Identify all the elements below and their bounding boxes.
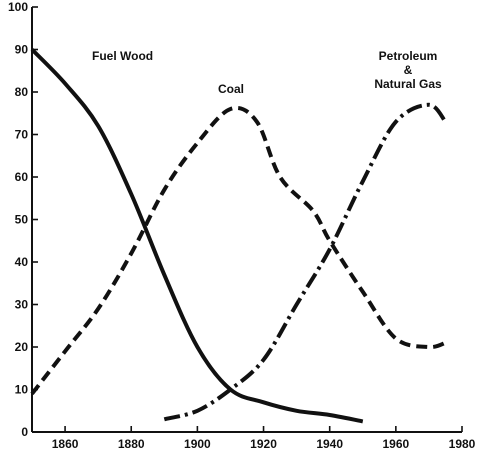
y-tick-label: 60 <box>15 170 29 184</box>
y-tick-label: 30 <box>15 298 29 312</box>
chart-series-lines <box>30 48 448 424</box>
x-tick-label: 1860 <box>52 437 79 451</box>
y-tick-label: 10 <box>15 383 29 397</box>
y-tick-label: 40 <box>15 255 29 269</box>
series-label-line: Natural Gas <box>374 77 442 91</box>
series-label-line: Fuel Wood <box>92 49 153 63</box>
chart-axes <box>31 7 462 433</box>
y-tick-label: 80 <box>15 85 29 99</box>
series-label-line: Petroleum <box>379 49 438 63</box>
x-tick-label: 1900 <box>184 437 211 451</box>
y-tick-label: 100 <box>8 0 28 14</box>
series-label-fuel-wood: Fuel Wood <box>92 49 153 63</box>
x-tick-label: 1920 <box>250 437 277 451</box>
y-tick-label: 90 <box>15 43 29 57</box>
series-label-coal: Coal <box>218 82 244 96</box>
chart-ticks: 0 10 20 30 40 50 60 70 80 90 100 1860 1880 1900 1920 19… <box>8 0 476 451</box>
y-tick-label: 20 <box>15 340 29 354</box>
x-tick-label: 1940 <box>316 437 343 451</box>
x-tick-label: 1980 <box>449 437 476 451</box>
series-label-petroleum-natural-gas: Petroleum & Natural Gas <box>374 49 442 91</box>
x-tick-label: 1960 <box>382 437 409 451</box>
series-line-coal <box>30 105 447 396</box>
y-tick-label: 0 <box>21 425 28 439</box>
series-label-line: & <box>404 63 413 77</box>
x-tick-label: 1880 <box>118 437 145 451</box>
series-line-petroleum-natural-gas <box>163 102 448 422</box>
y-tick-label: 50 <box>15 213 29 227</box>
y-tick-label: 70 <box>15 128 29 142</box>
series-label-line: Coal <box>218 82 244 96</box>
chart-series-labels: Fuel Wood Coal Petroleum & Natural Gas <box>92 49 442 96</box>
series-line-fuel-wood <box>30 48 364 424</box>
